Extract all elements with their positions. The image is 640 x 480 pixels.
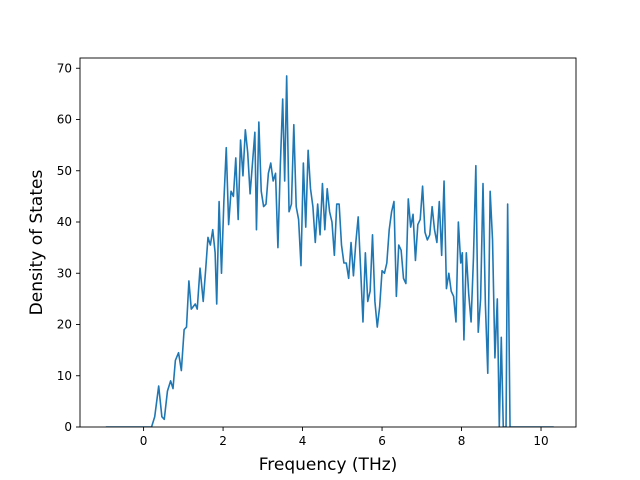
y-tick-label: 0	[64, 420, 72, 434]
y-axis-ticks: 0 10 20 30 40 50 60 70	[57, 61, 80, 434]
y-tick-label: 30	[57, 266, 72, 280]
x-tick-label: 0	[140, 434, 148, 448]
x-tick-label: 4	[299, 434, 307, 448]
dos-series-line	[105, 75, 554, 427]
axes-frame	[79, 57, 577, 428]
y-tick-label: 10	[57, 369, 72, 383]
x-axis-ticks: 0 2 4 6 8 10	[140, 427, 549, 448]
x-tick-label: 10	[533, 434, 548, 448]
y-tick-label: 70	[57, 61, 72, 75]
x-tick-label: 2	[219, 434, 227, 448]
y-tick-label: 50	[57, 164, 72, 178]
plot-area	[105, 75, 554, 427]
x-axis-label: Frequency (THz)	[259, 455, 398, 475]
y-tick-label: 60	[57, 113, 72, 127]
y-axis-label: Density of States	[27, 170, 47, 316]
y-tick-label: 40	[57, 215, 72, 229]
x-tick-label: 8	[458, 434, 466, 448]
x-tick-label: 6	[378, 434, 386, 448]
y-tick-label: 20	[57, 318, 72, 332]
